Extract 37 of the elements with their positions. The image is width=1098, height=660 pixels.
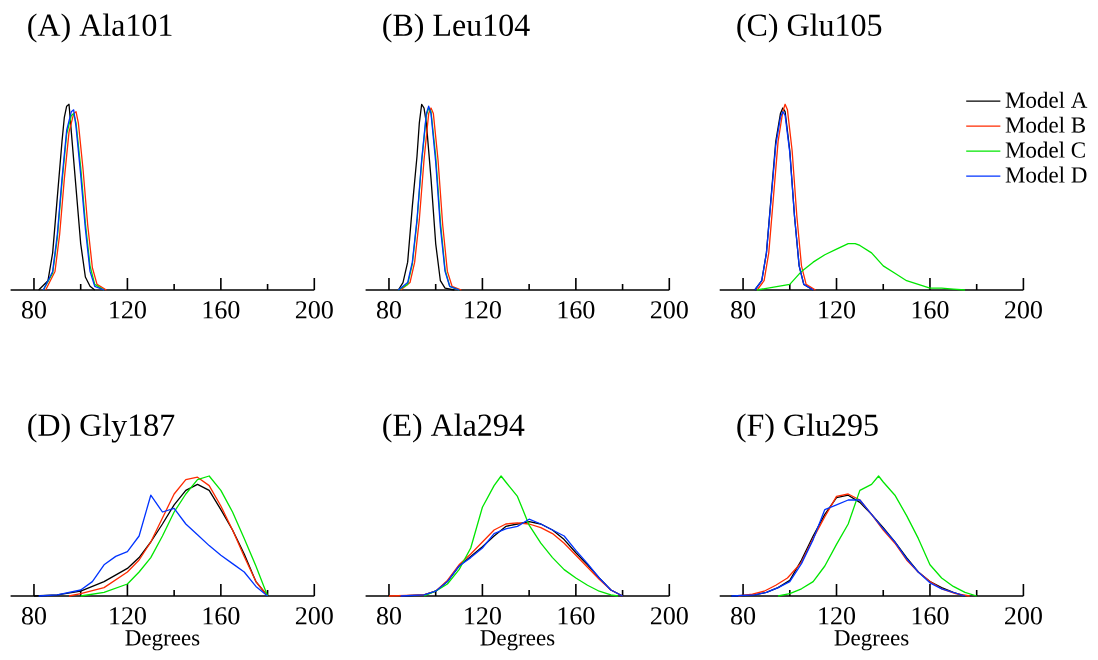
x-tick-label: 80 — [731, 301, 756, 319]
x-tick-label: 80 — [376, 607, 401, 625]
x-tick-label: 200 — [650, 607, 688, 625]
x-tick-label: 160 — [558, 607, 595, 625]
x-tick-label: 120 — [819, 607, 856, 625]
x-tick-label: 120 — [465, 301, 501, 319]
x-tick-label: 80 — [731, 607, 756, 625]
chart-title: (A) Ala101 — [28, 13, 172, 43]
legend-label: Model A — [1005, 91, 1088, 108]
x-tick-label: 160 — [558, 301, 595, 319]
x-tick-label: 200 — [1005, 607, 1042, 625]
x-tick-label: 120 — [819, 301, 856, 319]
x-tick-label: 80 — [376, 301, 401, 319]
x-tick-label: 160 — [912, 607, 949, 625]
chart-title: (E) Ala294 — [383, 413, 525, 443]
legend-label: Model C — [1005, 141, 1085, 158]
x-tick-label: 120 — [110, 301, 146, 319]
x-tick-label: 120 — [110, 607, 146, 625]
x-axis-title: Degrees — [125, 630, 200, 651]
x-axis-title: Degrees — [480, 630, 555, 651]
x-tick-label: 200 — [1005, 301, 1042, 319]
x-tick-label: 160 — [203, 607, 240, 625]
x-tick-label: 160 — [912, 301, 949, 319]
legend-label: Model D — [1005, 166, 1087, 183]
x-tick-label: 200 — [295, 607, 333, 625]
x-tick-label: 80 — [21, 301, 46, 319]
x-axis-title: Degrees — [834, 630, 909, 651]
x-tick-label: 80 — [21, 607, 46, 625]
chart-title: (D) Gly187 — [28, 413, 175, 443]
chart-title: (F) Glu295 — [737, 413, 878, 443]
legend-label: Model B — [1005, 116, 1085, 133]
x-tick-label: 200 — [295, 301, 333, 319]
x-tick-label: 160 — [203, 301, 240, 319]
x-tick-label: 120 — [465, 607, 501, 625]
chart-title: (B) Leu104 — [383, 13, 530, 43]
chart-title: (C) Glu105 — [737, 13, 882, 43]
x-tick-label: 200 — [650, 301, 688, 319]
